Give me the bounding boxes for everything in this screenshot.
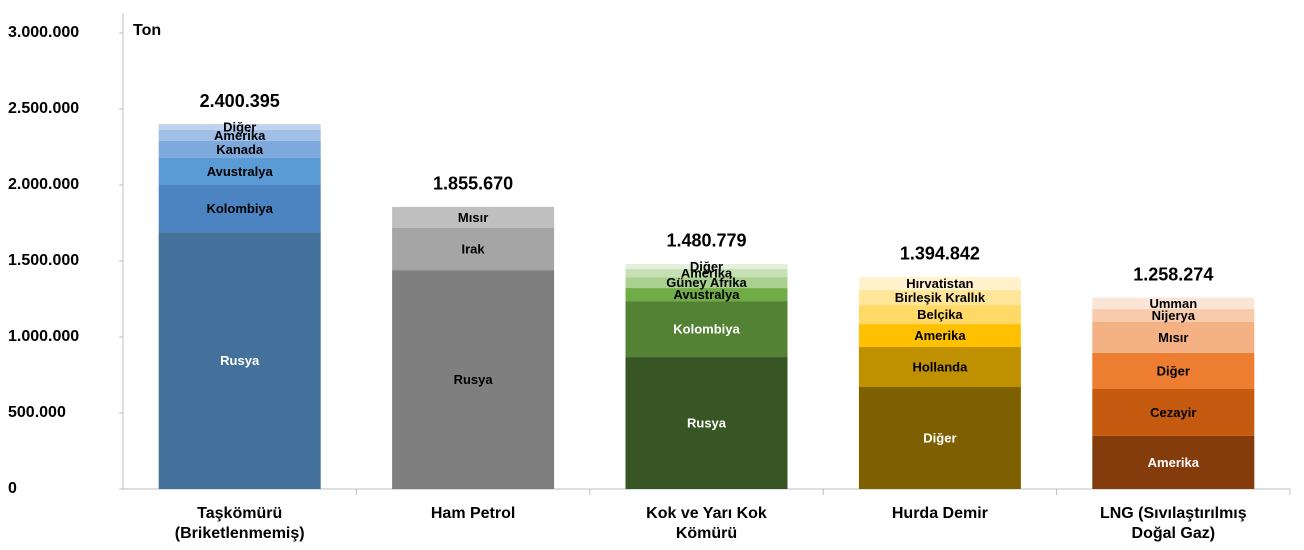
- segment-label: Hollanda: [912, 359, 968, 374]
- bar-segment: [858, 276, 1021, 291]
- bar-segment: [858, 387, 1021, 489]
- bar-segment: [625, 357, 788, 489]
- x-tick-label-line: Hurda Demir: [892, 505, 988, 522]
- segment-label: Rusya: [454, 372, 494, 387]
- bar-segment: [625, 301, 788, 358]
- bar-segment: [158, 232, 321, 489]
- bar-segment: [1092, 435, 1255, 489]
- unit-label: Ton: [133, 22, 161, 39]
- segment-label: Rusya: [220, 353, 260, 368]
- x-tick-label-line: Ham Petrol: [431, 505, 515, 522]
- bar-segment: [1092, 388, 1255, 436]
- segment-label: Kolombiya: [206, 201, 273, 216]
- y-tick-label: 3.000.000: [8, 24, 79, 41]
- segment-label: Diğer: [223, 119, 256, 134]
- bar-segment: [625, 263, 788, 270]
- segment-label: Rusya: [687, 415, 727, 430]
- total-label: 2.400.395: [200, 91, 280, 111]
- bar-segment: [158, 185, 321, 233]
- bar-segment: [1092, 321, 1255, 353]
- segment-label: Cezayir: [1150, 405, 1196, 420]
- x-tick-label: Taşkömürü (Briketlenmemiş): [175, 505, 305, 542]
- segment-label: Amerika: [914, 328, 966, 343]
- y-tick-label: 2.000.000: [8, 176, 79, 193]
- bar-segment: [392, 270, 555, 489]
- segment-label: Kanada: [216, 142, 264, 157]
- total-label: 1.258.274: [1133, 264, 1213, 284]
- bar-segment: [158, 157, 321, 185]
- bar-segment: [158, 124, 321, 130]
- bar-segment: [858, 347, 1021, 388]
- segment-label: Mısır: [458, 210, 488, 225]
- segment-label: Avustralya: [674, 287, 741, 302]
- x-tick-label-line: Doğal Gaz): [1132, 525, 1216, 542]
- x-tick-label: Kok ve Yarı Kok Kömürü: [646, 505, 767, 542]
- segment-label: Mısır: [1158, 330, 1188, 345]
- segment-label: Kolombiya: [673, 322, 740, 337]
- y-tick-label: 1.500.000: [8, 252, 79, 269]
- y-tick-label: 2.500.000: [8, 100, 79, 117]
- bar-segment: [625, 269, 788, 278]
- bar-segment: [392, 228, 555, 271]
- x-tick-label-line: (Briketlenmemiş): [175, 525, 305, 542]
- segment-label: Amerika: [681, 266, 733, 281]
- segment-label: Birleşik Krallık: [895, 290, 986, 305]
- bar-segment: [858, 290, 1021, 306]
- y-tick-label: 0: [8, 480, 17, 497]
- segment-label: Diğer: [923, 430, 956, 445]
- segment-label: Diğer: [1157, 363, 1190, 378]
- total-label: 1.394.842: [900, 244, 980, 264]
- bar-segment: [1092, 309, 1255, 322]
- bar-segment: [1092, 297, 1255, 310]
- x-tick-label: Hurda Demir: [892, 505, 988, 522]
- segment-label: Avustralya: [207, 164, 274, 179]
- bar-segment: [858, 324, 1021, 348]
- bar-segment: [625, 277, 788, 289]
- bar-segment: [625, 288, 788, 302]
- bar-segment: [392, 206, 555, 229]
- segment-label: Hırvatistan: [906, 276, 973, 291]
- x-tick-label-line: LNG (Sıvılaştırılmış: [1100, 505, 1247, 522]
- segment-label: Güney Afrika: [666, 275, 747, 290]
- x-tick-label: LNG (Sıvılaştırılmış Doğal Gaz): [1100, 505, 1247, 542]
- x-tick-label: Ham Petrol: [431, 505, 515, 522]
- bar-segment: [158, 129, 321, 141]
- total-label: 1.855.670: [433, 174, 513, 194]
- segment-label: Umman: [1149, 296, 1197, 311]
- segment-label: Irak: [462, 242, 486, 257]
- y-tick-label: 500.000: [8, 404, 66, 421]
- bar-segment: [1092, 352, 1255, 389]
- x-tick-label-line: Kok ve Yarı Kok: [646, 505, 767, 522]
- segment-label: Nijerya: [1152, 308, 1196, 323]
- bar-segment: [858, 305, 1021, 325]
- total-label: 1.480.779: [666, 231, 746, 251]
- bar-segment: [158, 140, 321, 158]
- segment-label: Amerika: [1148, 455, 1200, 470]
- segment-label: Diğer: [690, 259, 723, 274]
- segment-label: Amerika: [214, 128, 266, 143]
- x-tick-label-line: Taşkömürü: [197, 505, 282, 522]
- y-tick-label: 1.000.000: [8, 328, 79, 345]
- x-tick-label-line: Kömürü: [676, 525, 737, 542]
- segment-label: Belçika: [917, 307, 963, 322]
